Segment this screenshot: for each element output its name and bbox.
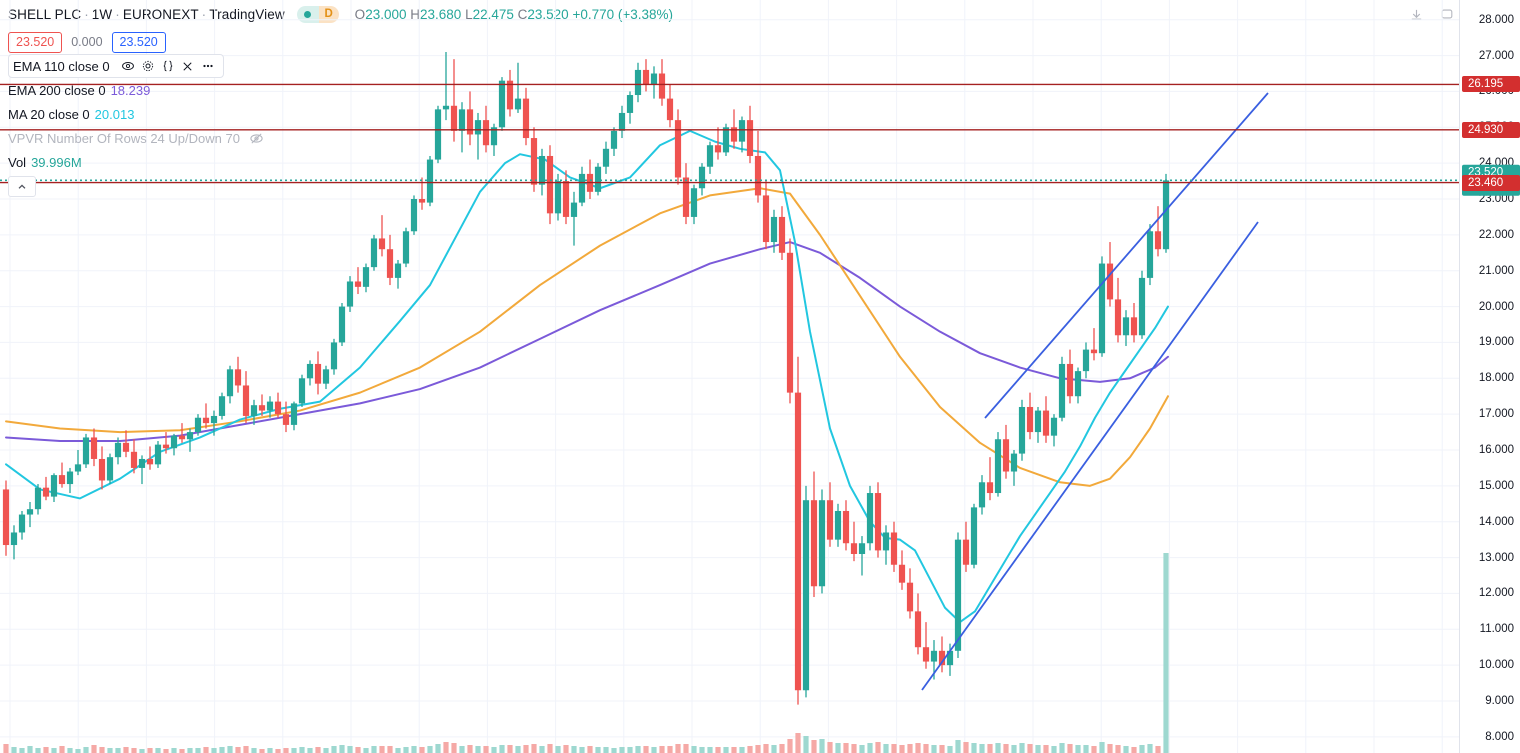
price-axis-tick: 19.000 xyxy=(1478,336,1514,349)
price-axis-tick: 22.000 xyxy=(1478,228,1514,241)
legend-row-content: MA 20 close 0 20.013 xyxy=(8,102,134,126)
price-axis-tick: 16.000 xyxy=(1478,444,1514,456)
eye-icon[interactable] xyxy=(119,57,137,75)
price-axis-tick: 27.000 xyxy=(1478,49,1514,62)
chart-plot-area[interactable] xyxy=(0,0,1460,753)
price-axis-tick: 13.000 xyxy=(1478,551,1514,564)
price-axis-tick: 10.000 xyxy=(1478,659,1514,672)
gear-icon[interactable] xyxy=(139,57,157,75)
legend-indicator-name: Vol xyxy=(8,154,27,170)
eye-off-icon[interactable] xyxy=(248,129,266,147)
legend-row-content: VPVR Number Of Rows 24 Up/Down 70 xyxy=(8,126,266,150)
high-label: H xyxy=(410,6,420,22)
chevron-up-icon xyxy=(18,183,26,189)
price-axis-tick: 23.000 xyxy=(1478,193,1514,205)
change-value: +0.770 xyxy=(572,6,615,22)
legend-indicator-name: VPVR Number Of Rows 24 Up/Down 70 xyxy=(8,130,240,146)
symbol-name: SHELL PLC xyxy=(8,6,82,22)
interval-label[interactable]: 1W xyxy=(91,6,113,22)
price-axis-tick: 9.000 xyxy=(1485,695,1514,707)
legend-indicator-name: MA 20 close 0 xyxy=(8,106,90,122)
more-icon[interactable] xyxy=(199,57,217,75)
legend-indicator-value: 20.013 xyxy=(94,106,135,122)
low-label: L xyxy=(465,6,473,22)
price-axis-tick: 8.000 xyxy=(1485,730,1514,743)
legend-indicator-name: EMA 200 close 0 xyxy=(8,82,106,98)
open-value: 23.000 xyxy=(365,6,407,22)
price-axis-tick: 15.000 xyxy=(1478,479,1514,492)
delayed-data-badge: D xyxy=(318,5,339,23)
legend-row-content: EMA 200 close 0 18.239 xyxy=(8,78,150,102)
ohlc-values: O23.000 H23.680 L22.475 C23.520 +0.770 (… xyxy=(355,7,673,22)
price-axis-tick: 20.000 xyxy=(1478,300,1514,313)
braces-icon[interactable] xyxy=(159,57,177,75)
close-icon[interactable] xyxy=(179,57,197,75)
legend-indicator-name: EMA 110 close 0 xyxy=(13,58,110,74)
legend-row-content: EMA 110 close 0 xyxy=(8,54,224,78)
quote-ask[interactable]: 23.520 xyxy=(111,31,166,53)
legend-row-0[interactable]: EMA 110 close 0 xyxy=(4,54,266,78)
legend-row-3[interactable]: VPVR Number Of Rows 24 Up/Down 70 xyxy=(4,126,266,150)
market-open-dot-icon xyxy=(296,5,319,23)
site-label: TradingView xyxy=(209,6,285,22)
legend-row-4[interactable]: Vol 39.996M xyxy=(4,150,266,174)
legend-row-2[interactable]: MA 20 close 0 20.013 xyxy=(4,102,266,126)
legend-row-content: Vol 39.996M xyxy=(8,150,82,174)
chart-legend: 23.520 0.000 23.520 EMA 110 close 0 EMA 2… xyxy=(4,30,266,197)
price-axis-tick: 28.000 xyxy=(1478,13,1514,26)
low-value: 22.475 xyxy=(472,6,514,22)
price-label-resistance[interactable]: 24.930 xyxy=(1462,121,1520,138)
exchange-label: EURONEXT xyxy=(122,6,199,22)
quote-spread: 0.000 xyxy=(71,35,103,49)
price-axis-tick: 17.000 xyxy=(1478,408,1514,421)
high-value: 23.680 xyxy=(420,6,462,22)
price-axis-tick: 18.000 xyxy=(1478,372,1514,385)
open-label: O xyxy=(354,6,366,22)
legend-icon-group xyxy=(119,57,217,75)
legend-indicator-value: 39.996M xyxy=(31,154,82,170)
quote-bid[interactable]: 23.520 xyxy=(8,31,63,53)
price-axis-tick: 12.000 xyxy=(1478,587,1514,600)
price-axis[interactable]: 28.00027.00026.00025.00024.00023.00022.0… xyxy=(1459,0,1520,753)
close-label: C xyxy=(517,6,528,22)
quote-row: 23.520 0.000 23.520 xyxy=(4,30,266,54)
price-axis-tick: 21.000 xyxy=(1478,264,1514,277)
market-status-badge[interactable]: D xyxy=(296,5,339,23)
symbol-title[interactable]: SHELL PLC · 1W · EURONEXT · TradingView xyxy=(8,6,285,22)
price-axis-tick: 14.000 xyxy=(1478,515,1514,528)
download-icon[interactable] xyxy=(1404,3,1430,25)
close-value: 23.520 xyxy=(527,6,569,22)
chart-canvas xyxy=(0,0,1460,753)
collapse-legend-button[interactable] xyxy=(8,176,36,197)
legend-row-1[interactable]: EMA 200 close 0 18.239 xyxy=(4,78,266,102)
indicator-legend-rows: EMA 110 close 0 EMA 200 close 0 18.239 MA 2… xyxy=(4,54,266,174)
price-axis-tick: 11.000 xyxy=(1479,623,1514,636)
price-label-last[interactable]: 23.460 xyxy=(1462,174,1520,191)
legend-indicator-value: 18.239 xyxy=(110,82,151,98)
change-percent: (+3.38%) xyxy=(617,6,674,22)
price-label-resistance[interactable]: 26.195 xyxy=(1462,76,1520,93)
